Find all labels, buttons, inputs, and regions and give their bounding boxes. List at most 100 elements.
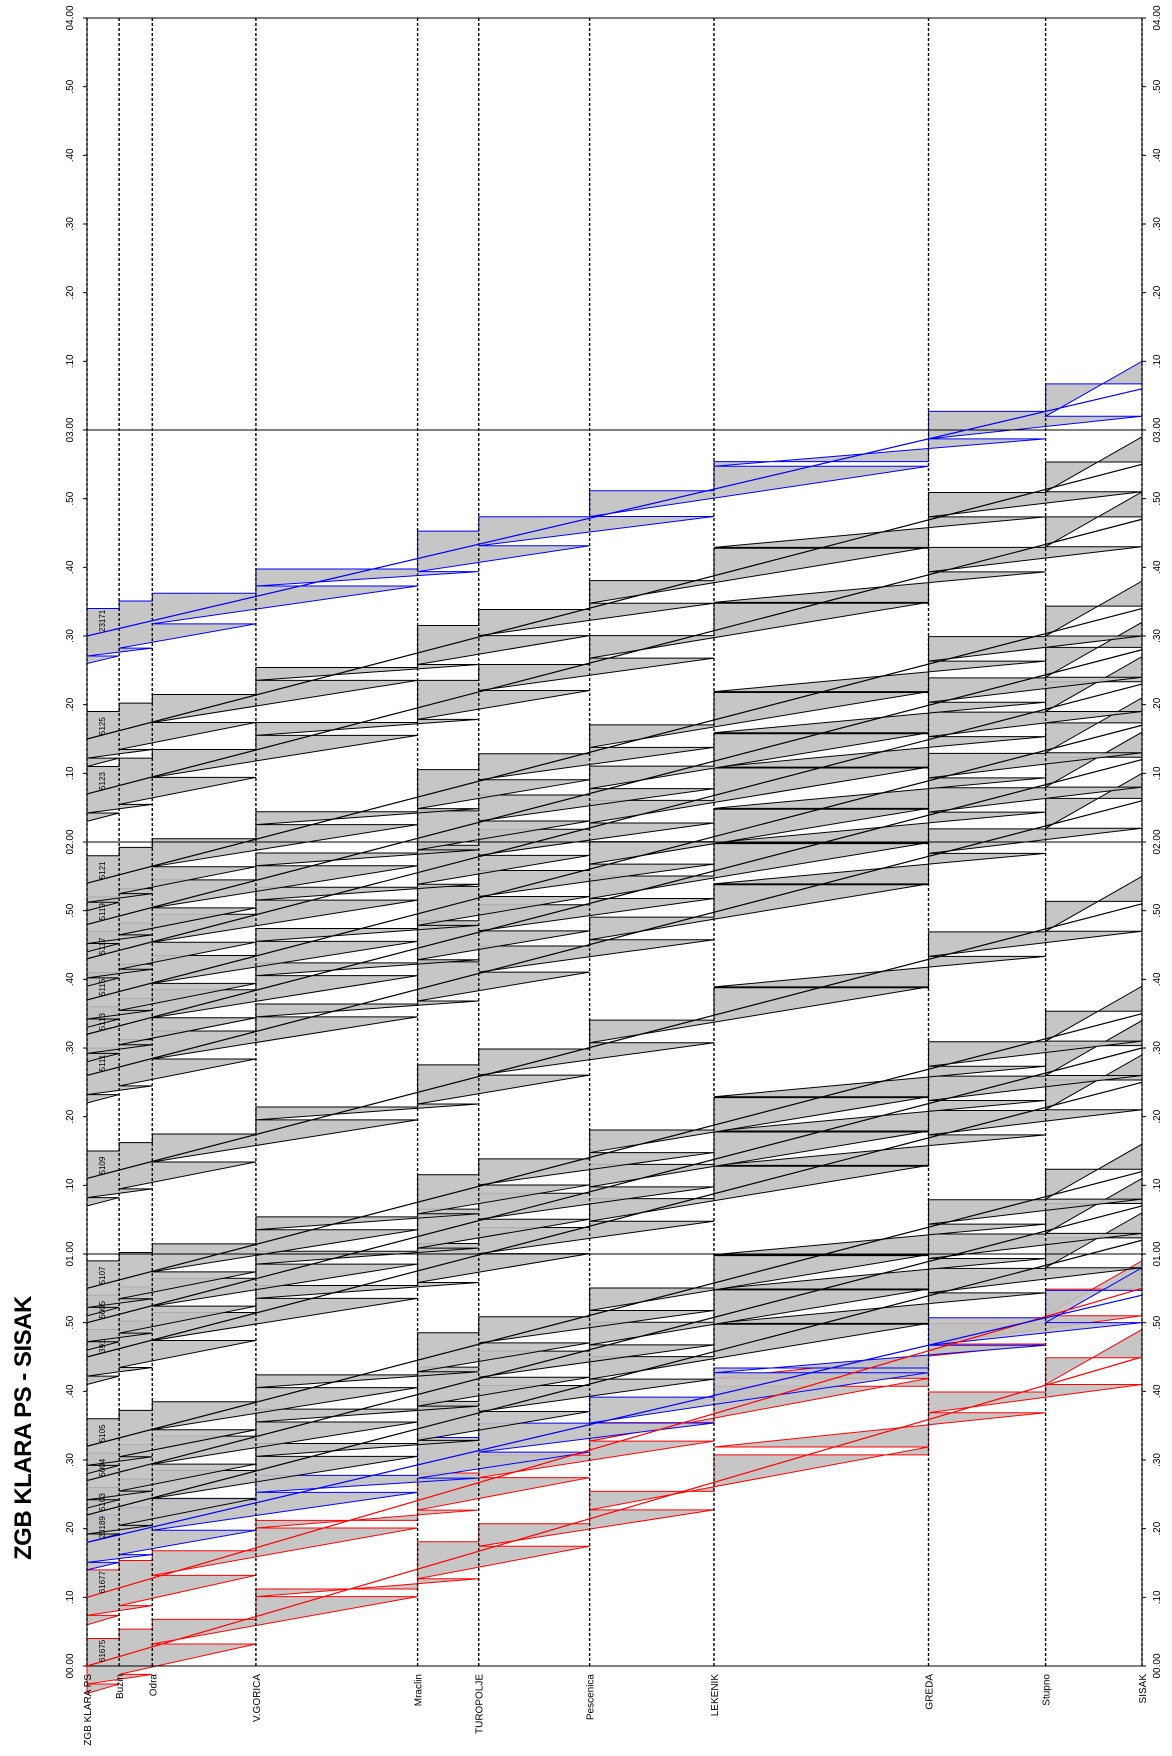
train-path (86, 903, 1143, 1180)
time-tick-label: .10 (1152, 1178, 1163, 1192)
time-tick-label: .50 (1152, 491, 1163, 505)
train-number-label: 5113 (98, 1013, 107, 1031)
train-path (86, 518, 1143, 795)
train-path (86, 1205, 1143, 1482)
time-tick-label: .20 (1152, 1109, 1163, 1123)
time-tick-label: .20 (1152, 697, 1163, 711)
time-tick-label: .40 (65, 1384, 76, 1398)
train-number-label: 5121 (98, 861, 107, 879)
train-path (86, 800, 1143, 1077)
time-tick-label: 02.00 (65, 829, 76, 854)
time-tick-label: .40 (65, 972, 76, 986)
station-label: Pescenica (586, 1674, 597, 1721)
time-tick-label: .20 (65, 697, 76, 711)
train-path (86, 388, 1143, 637)
train-path (86, 463, 1143, 740)
train-path (86, 649, 1143, 925)
time-tick-label: 00.00 (1152, 1653, 1163, 1678)
time-tick-label: .50 (65, 903, 76, 917)
train-number-label: 5107 (98, 1266, 107, 1284)
train-path (86, 1294, 1143, 1543)
train-number-label: 5109 (98, 1156, 107, 1174)
time-tick-label: .10 (65, 766, 76, 780)
time-tick-label: .10 (65, 1590, 76, 1604)
train-number-label: 23171 (98, 609, 107, 632)
train-path (86, 724, 1143, 1001)
train-path (86, 1171, 1143, 1447)
station-label: Mraclin (414, 1674, 425, 1706)
time-tick-label: .30 (65, 1453, 76, 1467)
time-tick-label: .30 (65, 217, 76, 231)
time-tick-label: .40 (1152, 1384, 1163, 1398)
time-tick-label: .50 (1152, 79, 1163, 93)
time-tick-label: .20 (65, 1521, 76, 1535)
train-path (86, 1081, 1143, 1358)
time-tick-label: .30 (1152, 629, 1163, 643)
time-tick-label: 04.00 (65, 5, 76, 30)
station-label: ZGB KLARA PS (83, 1674, 94, 1746)
station-label: TUROPOLJE (475, 1674, 486, 1734)
time-tick-label: .50 (65, 491, 76, 505)
train-path (86, 683, 1143, 960)
time-tick-label: .20 (65, 285, 76, 299)
time-tick-label: .10 (1152, 766, 1163, 780)
time-tick-label: .40 (65, 148, 76, 162)
time-tick-label: .10 (65, 1178, 76, 1192)
time-tick-label: .30 (1152, 217, 1163, 231)
time-tick-label: .40 (1152, 560, 1163, 574)
train-path (86, 1356, 1143, 1667)
train-number-label: 5111 (98, 1054, 107, 1071)
chart-grid: 00.00 00.00 .10 .10 .20 .20 .30 .30 .40 .40 .50 .50… (65, 5, 1163, 1746)
station-label: V.GORICA (252, 1674, 263, 1722)
time-tick-label: .20 (1152, 285, 1163, 299)
time-tick-label: 02.00 (1152, 829, 1163, 854)
train-number-label: 5004 (98, 1458, 107, 1476)
occupation-bands (86, 360, 1143, 1695)
train-path (86, 759, 1143, 1035)
time-tick-label: 03.00 (1152, 417, 1163, 442)
train-number-label: 5125 (98, 717, 107, 735)
station-label: LEKENIK (710, 1674, 721, 1717)
time-tick-label: .30 (1152, 1453, 1163, 1467)
time-tick-label: .20 (1152, 1521, 1163, 1535)
station-label: SISAK (1138, 1674, 1149, 1704)
time-tick-label: .40 (1152, 148, 1163, 162)
time-tick-label: .30 (1152, 1041, 1163, 1055)
train-number-label: 23189 (98, 1516, 107, 1539)
time-tick-label: 01.00 (1152, 1241, 1163, 1266)
station-label: Stupno (1042, 1674, 1053, 1706)
train-number-label: 5117 (98, 937, 107, 955)
time-tick-label: .50 (65, 1315, 76, 1329)
time-tick-label: 04.00 (1152, 5, 1163, 30)
train-number-label: 5119 (98, 903, 107, 921)
train-path (86, 1287, 1143, 1598)
train-path (86, 1047, 1143, 1324)
train-paths (86, 388, 1143, 1667)
station-label: Buzin (115, 1674, 126, 1699)
time-tick-label: 01.00 (65, 1241, 76, 1266)
time-tick-label: .50 (65, 79, 76, 93)
chart-labels: 61675 61677 23189 5103 5004 5105 391 5005 5107 51… (98, 609, 107, 1662)
time-tick-label: .30 (65, 1041, 76, 1055)
time-tick-label: 03.00 (65, 417, 76, 442)
train-number-label: 5005 (98, 1300, 107, 1318)
train-path (86, 1239, 1143, 1516)
time-tick-label: .10 (1152, 354, 1163, 368)
train-number-label: 61677 (98, 1571, 107, 1594)
train-number-label: 5123 (98, 772, 107, 790)
train-number-label: 61675 (98, 1639, 107, 1662)
train-number-label: 5105 (98, 1424, 107, 1442)
train-number-label: 391 (98, 1339, 107, 1353)
time-tick-label: .10 (65, 354, 76, 368)
time-tick-label: .50 (1152, 903, 1163, 917)
time-tick-label: .30 (65, 629, 76, 643)
station-label: Odra (148, 1674, 159, 1697)
train-path (86, 1013, 1143, 1289)
time-tick-label: .10 (1152, 1590, 1163, 1604)
time-tick-label: .50 (1152, 1315, 1163, 1329)
time-tick-label: .40 (65, 560, 76, 574)
time-tick-label: .20 (65, 1109, 76, 1123)
train-path (86, 607, 1143, 884)
time-tick-label: 00.00 (65, 1653, 76, 1678)
